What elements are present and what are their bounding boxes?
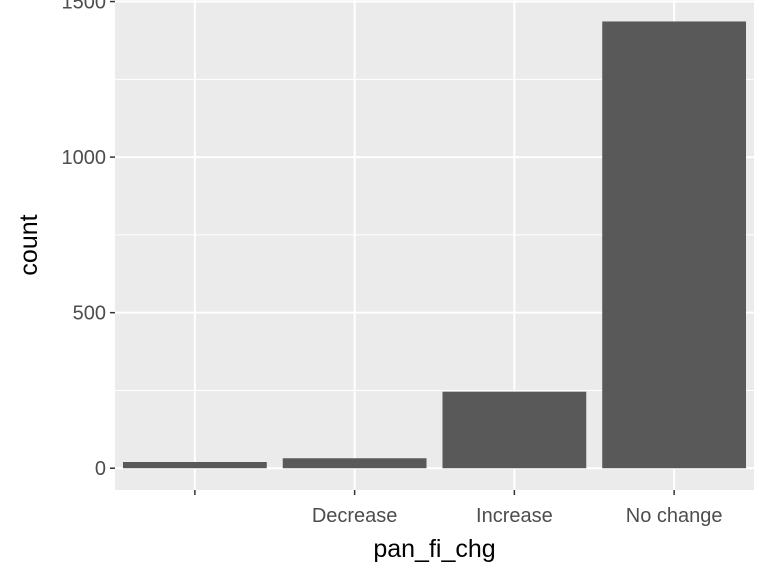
x-axis-title: pan_fi_chg	[373, 535, 495, 563]
y-tick-label: 1000	[62, 147, 107, 169]
bar	[442, 391, 587, 469]
bar	[602, 21, 747, 469]
x-tick-label: No change	[626, 505, 723, 527]
bars	[122, 21, 747, 469]
y-tick-label: 0	[95, 458, 106, 480]
x-tick-label: Increase	[476, 505, 553, 527]
y-axis-ticks: 0 500 1000 1500	[62, 0, 115, 480]
x-axis-ticks: Decrease Increase No change	[194, 490, 723, 527]
y-axis-title: count	[15, 214, 43, 275]
bar	[122, 462, 267, 469]
y-tick-label: 1500	[62, 0, 107, 14]
x-tick-label: Decrease	[312, 505, 398, 527]
bar	[282, 458, 427, 469]
y-tick-label: 500	[73, 303, 106, 325]
